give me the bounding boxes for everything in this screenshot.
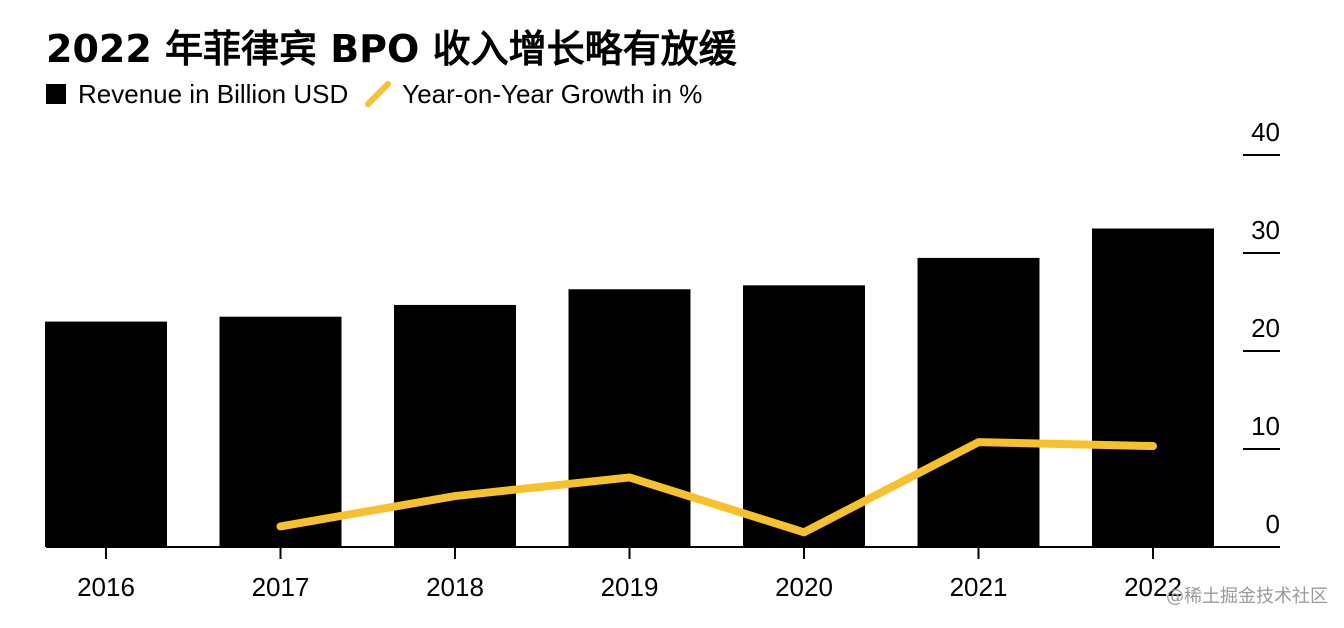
bar-2021 [917,257,1040,547]
legend-swatch-revenue [46,84,66,104]
y-tick-label-0: 0 [1266,509,1280,539]
bar-2022 [1092,228,1214,547]
y-tick-label-20: 20 [1251,313,1280,343]
y-tick-label-30: 30 [1251,215,1280,245]
x-tick-label-2017: 2017 [252,572,310,602]
legend-item-revenue: Revenue in Billion USD [46,79,348,110]
y-tick-label-40: 40 [1251,117,1280,147]
legend-label-growth: Year-on-Year Growth in % [402,78,703,109]
legend-item-growth: Year-on-Year Growth in % [364,79,702,110]
x-tick-label-2016: 2016 [77,572,135,602]
legend-label-revenue: Revenue in Billion USD [78,78,349,109]
bar-2016 [45,321,167,547]
x-tick-label-2019: 2019 [601,572,659,602]
chart-title: 2022 年菲律宾 BPO 收入增长略有放缓 [46,27,737,71]
x-tick-label-2021: 2021 [950,572,1008,602]
y-tick-label-10: 10 [1251,411,1280,441]
x-tick-label-2018: 2018 [426,572,484,602]
x-tick-label-2020: 2020 [775,572,833,602]
legend-swatch-growth [365,81,392,107]
growth-line [276,438,1157,537]
bar-2017 [219,316,342,547]
bar-2020 [743,285,865,547]
legend: Revenue in Billion USD Year-on-Year Grow… [46,76,718,112]
bar-2018 [394,304,516,547]
watermark: @稀土掘金技术社区 [1166,586,1328,607]
x-tick-label-2022: 2022 [1124,572,1182,602]
bar-2019 [568,289,691,547]
